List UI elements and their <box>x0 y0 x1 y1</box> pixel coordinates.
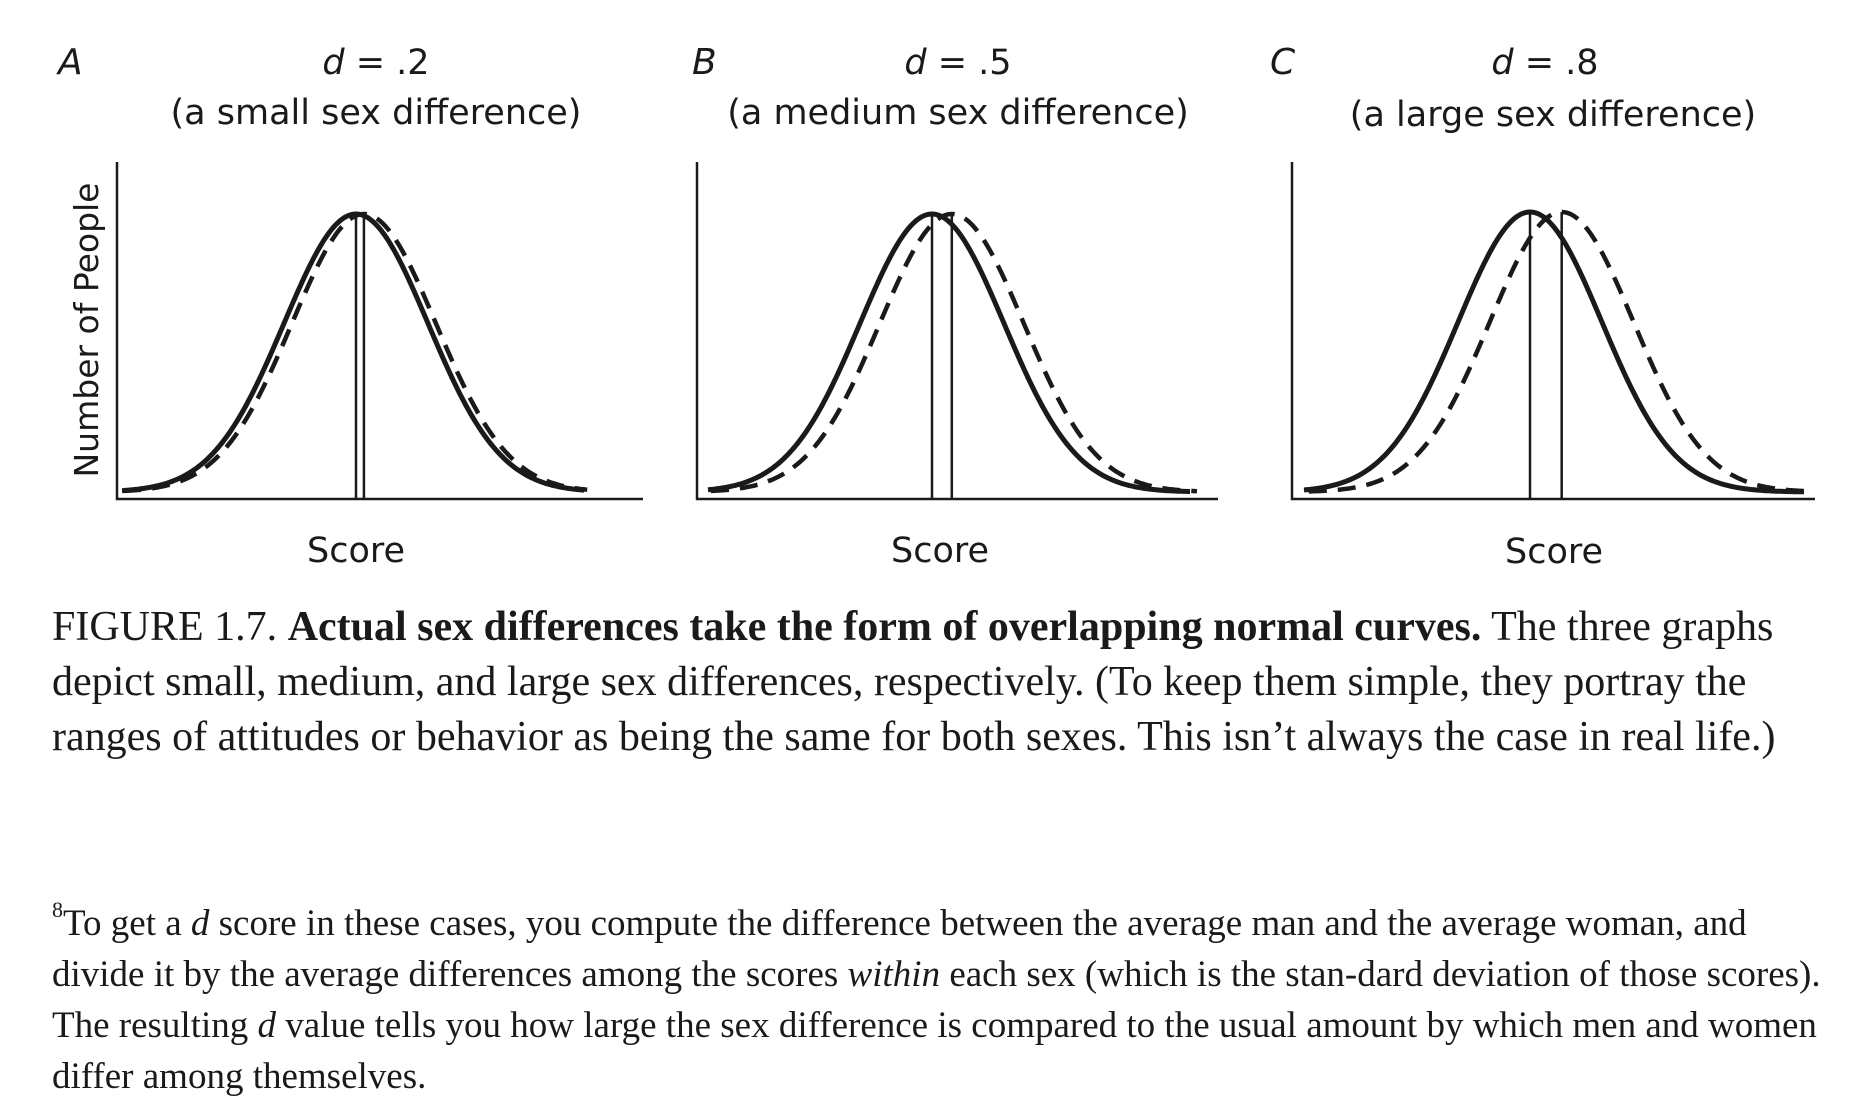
figure-label: FIGURE 1.7. <box>52 604 278 650</box>
panel-b: B d = .5 (a medium sex difference) Score <box>692 42 1218 571</box>
footnote-text-1: To get a <box>63 903 191 944</box>
panel-a: A d = .2 (a small sex difference) Score <box>56 42 643 571</box>
panel-c: C d = .8 (a large sex difference) Score <box>1270 42 1815 572</box>
panel-letter-b: B <box>692 42 717 83</box>
figure-caption: FIGURE 1.7. Actual sex differences take … <box>52 600 1812 765</box>
panel-b-x-label: Score <box>891 531 989 571</box>
panel-c-axes <box>1290 162 1815 501</box>
panel-c-curve-solid <box>1303 209 1804 495</box>
panel-a-d-title: d = .2 <box>322 43 429 83</box>
panel-b-subtitle: (a medium sex difference) <box>727 93 1189 133</box>
panel-a-axes <box>115 162 643 501</box>
panel-b-d-title: d = .5 <box>904 43 1011 83</box>
panel-b-curve-solid <box>707 211 1190 494</box>
footnote-within: within <box>847 954 941 995</box>
figure-1-7: Number of People A d = .2 (a small sex d… <box>56 42 1815 572</box>
footnote-d-symbol: d <box>190 903 210 944</box>
footnote-marker: 8 <box>52 897 63 922</box>
panel-letter-a: A <box>56 42 83 83</box>
footnote-d-symbol-2: d <box>257 1005 277 1046</box>
figure-caption-bold: Actual sex differences take the form of … <box>287 604 1482 650</box>
panel-a-curve-solid <box>121 211 585 494</box>
footnote-text-4: value tells you how large the sex differ… <box>52 1005 1817 1097</box>
footnote-text-2: score in these cases, you compute the di… <box>52 903 1747 995</box>
y-axis-label: Number of People <box>67 183 106 478</box>
panel-c-d-title: d = .8 <box>1491 43 1598 83</box>
panel-b-curve-dashed <box>710 211 1198 494</box>
panel-c-subtitle: (a large sex difference) <box>1350 95 1756 135</box>
panel-c-x-label: Score <box>1505 532 1603 572</box>
panel-c-curve-dashed <box>1308 209 1815 494</box>
panel-a-x-label: Score <box>307 531 405 571</box>
panel-letter-c: C <box>1270 42 1296 83</box>
panel-a-subtitle: (a small sex difference) <box>171 93 582 133</box>
panel-a-curve-dashed <box>123 211 588 494</box>
footnote: 8To get a d score in these cases, you co… <box>52 898 1822 1102</box>
footnote-text-3: each sex (which is the stan-dard deviati… <box>52 954 1821 1046</box>
figure-caption-text: The three graphs depict small, medium, a… <box>52 604 1776 760</box>
panel-b-axes <box>695 162 1218 501</box>
